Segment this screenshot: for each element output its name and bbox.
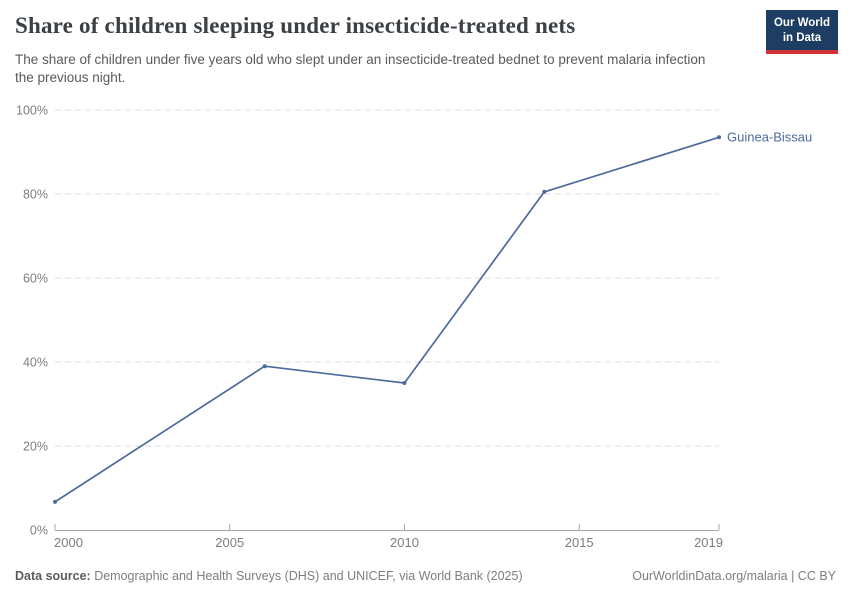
data-line[interactable] — [54, 136, 720, 503]
data-point[interactable] — [717, 135, 721, 140]
data-source-label: Data source: — [15, 569, 91, 583]
entity-label[interactable]: Guinea-Bissau — [727, 129, 812, 144]
data-point[interactable] — [53, 499, 57, 504]
x-axis-tick-label: 2005 — [215, 535, 244, 550]
chart-footer: Data source: Demographic and Health Surv… — [15, 569, 836, 583]
y-axis-tick-label: 20% — [23, 440, 48, 454]
y-axis-tick-label: 100% — [16, 104, 48, 118]
data-point[interactable] — [402, 381, 407, 385]
data-point[interactable] — [262, 364, 267, 369]
owid-logo-line1: Our World — [773, 17, 830, 29]
data-source-note: Data source: Demographic and Health Surv… — [15, 569, 523, 583]
y-axis-tick-label: 60% — [23, 272, 48, 286]
owid-logo[interactable]: Our World in Data — [765, 10, 838, 54]
y-axis-tick-label: 80% — [23, 188, 48, 202]
x-axis-tick-label: 2015 — [565, 535, 594, 550]
y-axis-tick-label: 40% — [23, 356, 48, 370]
y-axis-tick-label: 0% — [30, 524, 48, 538]
footer-license-link[interactable]: OurWorldinData.org/malaria | CC BY — [632, 569, 836, 583]
x-axis-tick-label: 2010 — [390, 535, 419, 550]
x-axis-tick-label: 2019 — [694, 535, 723, 550]
data-source-text: Demographic and Health Surveys (DHS) and… — [90, 569, 523, 583]
data-point[interactable] — [542, 189, 547, 194]
page-title: Share of children sleeping under insecti… — [15, 13, 576, 38]
chart-subtitle: The share of children under five years o… — [15, 52, 706, 86]
x-axis-tick-label: 2000 — [54, 535, 83, 550]
owid-logo-line2: in Data — [782, 31, 822, 44]
